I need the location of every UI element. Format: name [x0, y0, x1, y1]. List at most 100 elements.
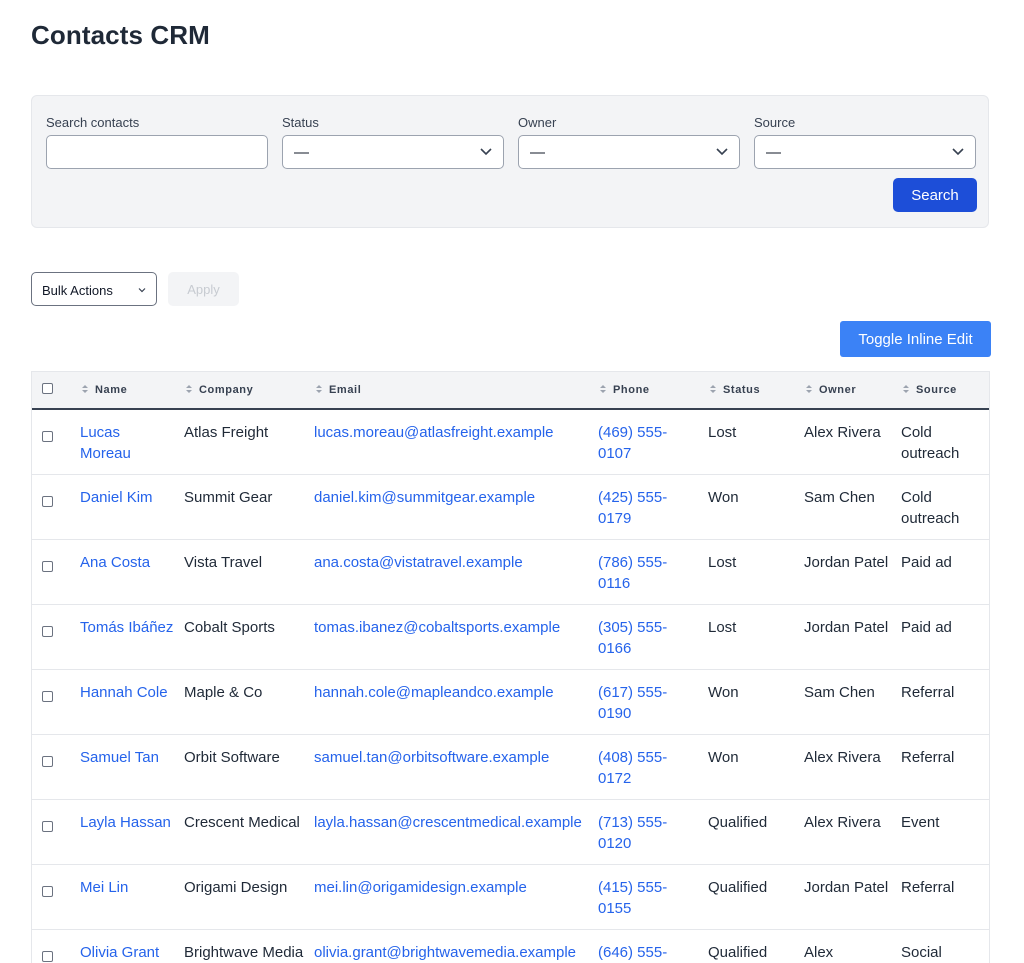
phone-link[interactable]: (713) 555-0120 — [598, 813, 668, 852]
owner-select[interactable]: — — [518, 135, 740, 169]
email-link[interactable]: hannah.cole@mapleandco.example — [314, 683, 554, 701]
contact-name-link[interactable]: Hannah Cole — [80, 683, 168, 701]
column-header-label: Name — [95, 384, 128, 396]
row-checkbox[interactable] — [42, 885, 53, 897]
email-link[interactable]: tomas.ibanez@cobaltsports.example — [314, 618, 561, 636]
toggle-inline-edit-button[interactable]: Toggle Inline Edit — [840, 321, 991, 357]
status-cell: Won — [708, 488, 739, 506]
contacts-table: Name Company Email Phone Status Owner So… — [31, 371, 990, 963]
column-header-label: Owner — [819, 384, 857, 396]
contact-name-link[interactable]: Layla Hassan — [80, 813, 171, 831]
source-cell: Referral — [901, 878, 955, 896]
contact-name-link[interactable]: Lucas Moreau — [80, 424, 131, 462]
owner-cell: Alex Rivera — [804, 813, 881, 831]
contact-name-link[interactable]: Olivia Grant — [80, 943, 160, 961]
row-checkbox[interactable] — [42, 560, 53, 572]
contact-name-link[interactable]: Tomás Ibáñez — [80, 618, 174, 636]
phone-link[interactable]: (646) 555- — [598, 943, 668, 961]
column-header-email[interactable]: Email — [314, 372, 598, 409]
column-header-name[interactable]: Name — [80, 372, 184, 409]
source-select[interactable]: — — [754, 135, 976, 169]
owner-cell: Jordan Patel — [804, 878, 889, 896]
column-header-label: Source — [916, 384, 957, 396]
column-header-label: Phone — [613, 384, 650, 396]
row-checkbox[interactable] — [42, 495, 53, 507]
status-select[interactable]: — — [282, 135, 504, 169]
owner-cell: Sam Chen — [804, 488, 875, 506]
table-row: Daniel Kim Summit Gear daniel.kim@summit… — [32, 474, 989, 539]
select-all-cell — [32, 372, 80, 409]
row-checkbox[interactable] — [42, 755, 53, 767]
email-link[interactable]: ana.costa@vistatravel.example — [314, 553, 523, 571]
owner-select-value: — — [530, 144, 545, 161]
phone-link[interactable]: (305) 555-0166 — [598, 618, 668, 657]
phone-link[interactable]: (408) 555-0172 — [598, 748, 668, 787]
sort-icon — [710, 385, 716, 393]
sort-icon — [186, 385, 192, 393]
source-cell: Event — [901, 813, 940, 831]
email-link[interactable]: mei.lin@origamidesign.example — [314, 878, 527, 896]
table-header-row: Name Company Email Phone Status Owner So… — [32, 372, 989, 409]
table-row: Layla Hassan Crescent Medical layla.hass… — [32, 799, 989, 864]
column-header-label: Status — [723, 384, 761, 396]
company-cell: Origami Design — [184, 878, 288, 896]
search-button[interactable]: Search — [893, 178, 977, 212]
status-label: Status — [282, 115, 319, 130]
email-link[interactable]: olivia.grant@brightwavemedia.example — [314, 943, 577, 961]
owner-cell: Jordan Patel — [804, 553, 889, 571]
email-link[interactable]: lucas.moreau@atlasfreight.example — [314, 424, 554, 441]
table-row: Samuel Tan Orbit Software samuel.tan@orb… — [32, 734, 989, 799]
source-cell: Paid ad — [901, 618, 952, 636]
contact-name-link[interactable]: Ana Costa — [80, 553, 151, 571]
row-checkbox[interactable] — [42, 950, 53, 962]
table-row: Olivia Grant Brightwave Media olivia.gra… — [32, 929, 989, 963]
status-cell: Qualified — [708, 878, 768, 896]
contact-name-link[interactable]: Samuel Tan — [80, 748, 159, 766]
row-checkbox[interactable] — [42, 690, 53, 702]
owner-cell: Alex Rivera — [804, 424, 881, 441]
contact-name-link[interactable]: Daniel Kim — [80, 488, 153, 506]
column-header-label: Company — [199, 384, 254, 396]
source-cell: Social — [901, 943, 942, 961]
search-input[interactable] — [46, 135, 268, 169]
contact-name-link[interactable]: Mei Lin — [80, 878, 129, 896]
company-cell: Summit Gear — [184, 488, 273, 506]
company-cell: Atlas Freight — [184, 424, 269, 441]
row-checkbox[interactable] — [42, 820, 53, 832]
sort-icon — [903, 385, 909, 393]
status-cell: Qualified — [708, 813, 768, 831]
column-header-owner[interactable]: Owner — [804, 372, 901, 409]
row-checkbox[interactable] — [42, 431, 53, 442]
column-header-source[interactable]: Source — [901, 372, 989, 409]
phone-link[interactable]: (415) 555-0155 — [598, 878, 668, 917]
bulk-actions-select[interactable]: Bulk Actions — [31, 272, 157, 306]
source-select-value: — — [766, 144, 781, 161]
email-link[interactable]: layla.hassan@crescentmedical.example — [314, 813, 582, 831]
apply-button[interactable]: Apply — [168, 272, 239, 306]
company-cell: Cobalt Sports — [184, 618, 275, 636]
search-label: Search contacts — [46, 115, 140, 130]
page-title: Contacts CRM — [31, 20, 210, 50]
select-all-checkbox[interactable] — [42, 383, 53, 394]
row-checkbox[interactable] — [42, 625, 53, 637]
table-row: Hannah Cole Maple & Co hannah.cole@maple… — [32, 669, 989, 734]
phone-link[interactable]: (786) 555-0116 — [598, 553, 668, 592]
column-header-phone[interactable]: Phone — [598, 372, 708, 409]
column-header-company[interactable]: Company — [184, 372, 314, 409]
company-cell: Brightwave Media — [184, 943, 304, 961]
source-cell: Cold outreach — [901, 488, 960, 527]
phone-link[interactable]: (425) 555-0179 — [598, 488, 668, 527]
source-cell: Paid ad — [901, 553, 952, 571]
company-cell: Crescent Medical — [184, 813, 300, 831]
chevron-down-icon — [716, 148, 728, 156]
search-field: Search contacts — [46, 115, 268, 169]
company-cell: Orbit Software — [184, 748, 280, 766]
phone-link[interactable]: (617) 555-0190 — [598, 683, 668, 722]
email-link[interactable]: daniel.kim@summitgear.example — [314, 488, 536, 506]
chevron-down-icon — [952, 148, 964, 156]
filter-panel: Search contacts Status — Owner — Source … — [31, 95, 989, 228]
column-header-status[interactable]: Status — [708, 372, 804, 409]
email-link[interactable]: samuel.tan@orbitsoftware.example — [314, 748, 550, 766]
sort-icon — [316, 385, 322, 393]
phone-link[interactable]: (469) 555-0107 — [598, 424, 668, 462]
